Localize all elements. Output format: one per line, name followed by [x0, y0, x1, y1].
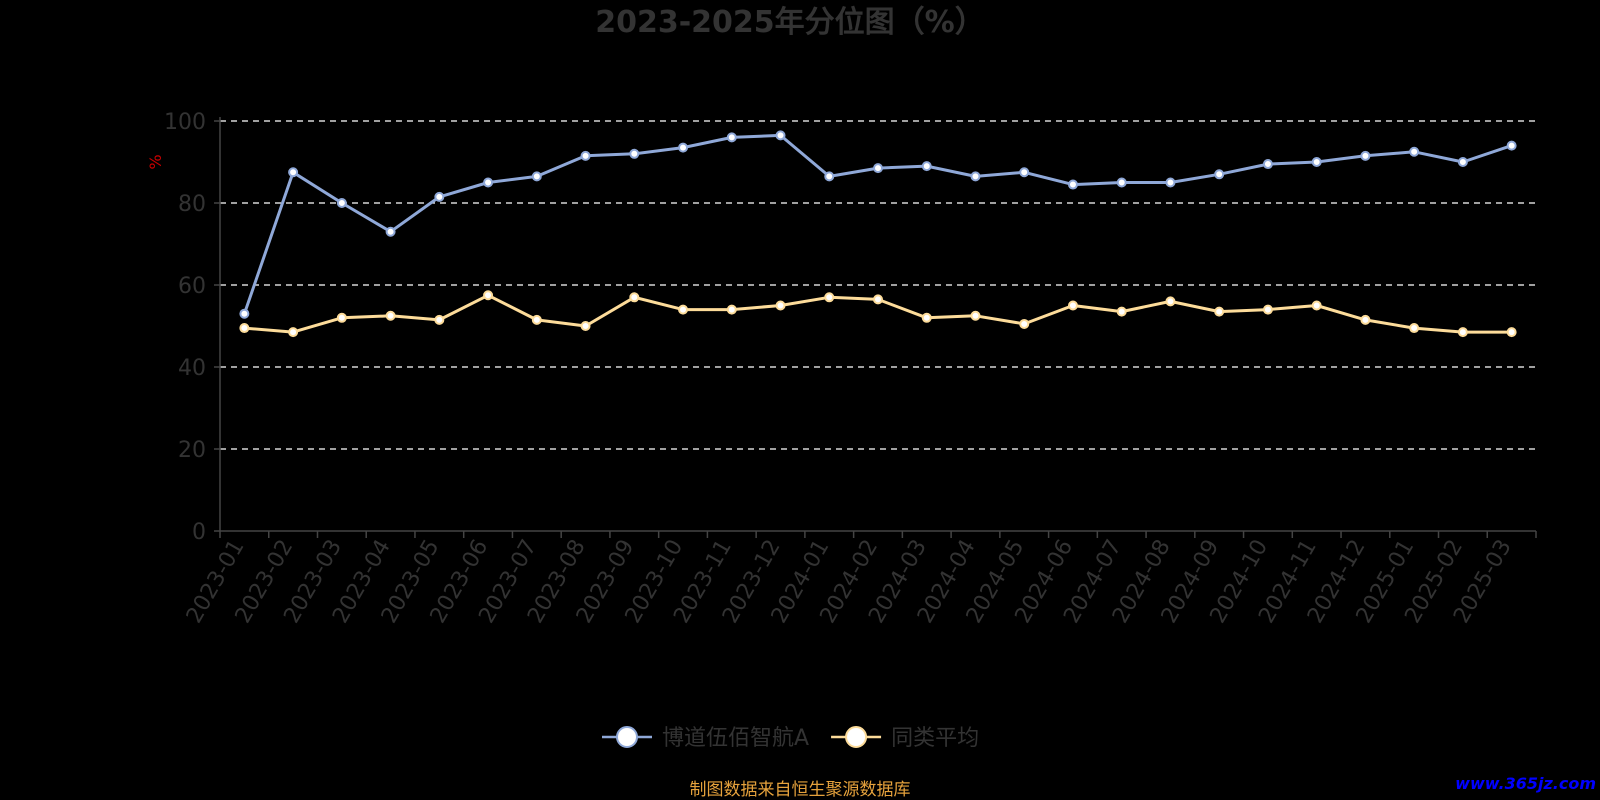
- series-1-point-22[interactable]: [1311, 300, 1322, 311]
- series-0-point-13[interactable]: [873, 163, 883, 174]
- series-0-point-4[interactable]: [434, 191, 445, 202]
- series-1-point-11[interactable]: [775, 300, 786, 311]
- legend[interactable]: 博道伍佰智航A 同类平均: [602, 726, 979, 751]
- series-1-point-9[interactable]: [678, 304, 689, 315]
- watermark: www.365jz.com: [1455, 774, 1596, 793]
- y-axis-label: %: [146, 154, 165, 169]
- series-0-point-12[interactable]: [824, 171, 835, 182]
- series-0-point-22[interactable]: [1311, 157, 1322, 167]
- series-0-point-6[interactable]: [531, 171, 542, 182]
- series-0-point-2[interactable]: [336, 198, 347, 208]
- series-0-point-26[interactable]: [1506, 140, 1517, 151]
- y-tick-label-3: 60: [178, 274, 206, 299]
- series-1-point-6[interactable]: [531, 314, 542, 325]
- axes: [214, 117, 1537, 538]
- series-0-point-9[interactable]: [678, 142, 689, 153]
- series-0-point-3[interactable]: [385, 226, 396, 237]
- series-0-point-8[interactable]: [629, 148, 640, 159]
- y-tick-label-0: 0: [192, 520, 206, 545]
- series-1-point-15[interactable]: [970, 310, 981, 321]
- data-source-note: 制图数据来自恒生聚源数据库: [690, 780, 911, 800]
- legend-label-1: 同类平均: [891, 726, 979, 751]
- series-1-point-20[interactable]: [1214, 306, 1225, 317]
- legend-item-1[interactable]: 同类平均: [831, 726, 979, 751]
- series-0-point-20[interactable]: [1214, 169, 1225, 180]
- series-0-point-5[interactable]: [483, 177, 494, 188]
- series-1-point-25[interactable]: [1457, 327, 1468, 338]
- y-tick-labels: 0 20 40 60 80 100: [164, 110, 206, 545]
- series-1-point-10[interactable]: [726, 304, 737, 315]
- series-layer: [239, 130, 1517, 338]
- legend-label-0: 博道伍佰智航A: [662, 726, 809, 751]
- series-1-point-8[interactable]: [629, 292, 640, 303]
- series-1-point-5[interactable]: [483, 290, 494, 301]
- x-tick-labels: 2023-012023-022023-032023-042023-052023-…: [182, 535, 1517, 627]
- series-0-point-0[interactable]: [239, 308, 250, 319]
- chart-title: 2023-2025年分位图（%）: [595, 5, 985, 40]
- series-0-point-15[interactable]: [970, 171, 981, 182]
- series-1-point-18[interactable]: [1116, 306, 1127, 317]
- series-0-point-18[interactable]: [1116, 177, 1127, 188]
- y-tick-label-2: 40: [178, 356, 206, 381]
- series-0-point-10[interactable]: [726, 132, 737, 143]
- y-tick-label-1: 20: [178, 438, 206, 463]
- series-1-point-23[interactable]: [1360, 314, 1371, 325]
- series-1-point-12[interactable]: [824, 292, 835, 303]
- series-0-point-24[interactable]: [1409, 146, 1420, 157]
- series-0-point-16[interactable]: [1019, 167, 1030, 178]
- series-1-point-1[interactable]: [288, 327, 299, 338]
- series-0-point-19[interactable]: [1165, 177, 1176, 188]
- series-1-point-7[interactable]: [580, 321, 591, 331]
- series-0-point-7[interactable]: [580, 150, 591, 161]
- series-1-point-4[interactable]: [434, 314, 445, 325]
- series-0-point-25[interactable]: [1457, 157, 1468, 167]
- series-0-point-17[interactable]: [1067, 179, 1078, 190]
- series-0-point-1[interactable]: [288, 167, 299, 178]
- series-0-point-21[interactable]: [1262, 159, 1273, 170]
- series-1-point-13[interactable]: [873, 294, 883, 305]
- series-1-point-2[interactable]: [336, 312, 347, 323]
- series-1-point-3[interactable]: [385, 310, 396, 321]
- legend-marker-0: [616, 726, 638, 748]
- y-tick-label-4: 80: [178, 192, 206, 217]
- series-1-point-21[interactable]: [1262, 304, 1273, 315]
- legend-marker-1: [845, 726, 868, 748]
- series-0-point-14[interactable]: [921, 161, 932, 172]
- legend-item-0[interactable]: 博道伍佰智航A: [602, 726, 809, 751]
- series-1-point-14[interactable]: [921, 312, 932, 323]
- y-tick-label-5: 100: [164, 110, 206, 135]
- series-1-point-26[interactable]: [1506, 327, 1517, 338]
- series-1-point-24[interactable]: [1409, 323, 1420, 334]
- series-1-point-16[interactable]: [1019, 318, 1030, 329]
- series-1-point-17[interactable]: [1067, 300, 1078, 311]
- series-0-point-23[interactable]: [1360, 150, 1371, 161]
- series-1-point-0[interactable]: [239, 323, 250, 334]
- series-1-point-19[interactable]: [1165, 296, 1176, 307]
- series-0-point-11[interactable]: [775, 130, 786, 141]
